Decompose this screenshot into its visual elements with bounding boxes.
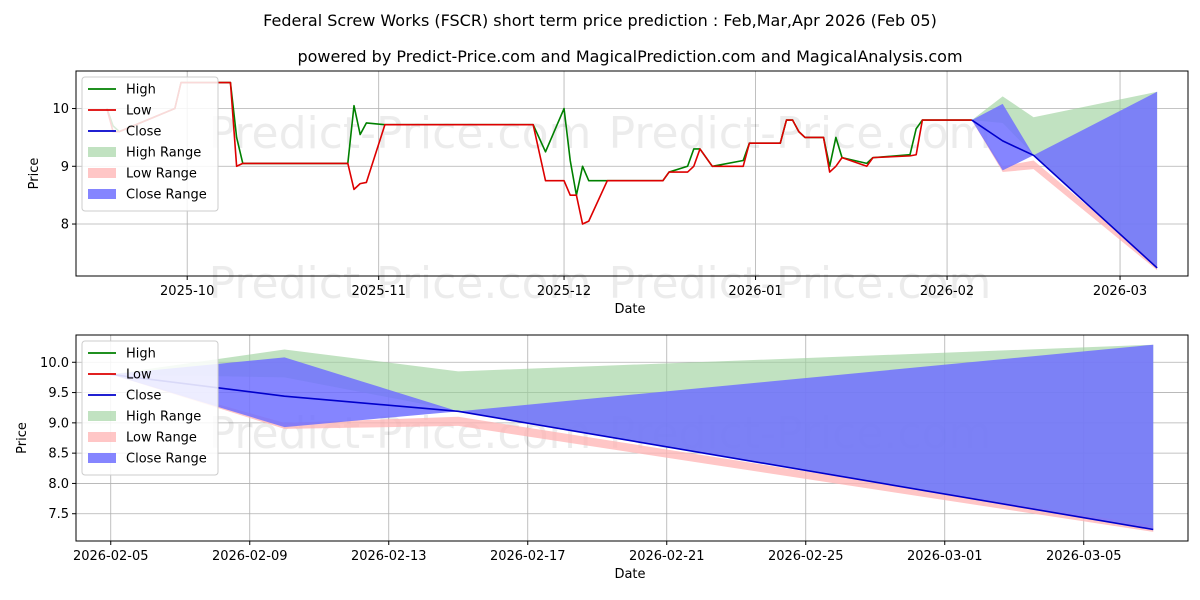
y-tick-label: 8.0 (48, 477, 69, 492)
legend-label-close: Close (126, 389, 161, 404)
legend-swatch-close-range (88, 453, 116, 463)
x-axis-label: Date (614, 567, 645, 582)
legend-label-high-range: High Range (126, 146, 201, 161)
x-tick-label: 2026-03-05 (1046, 549, 1122, 564)
plot-frame (75, 334, 1189, 542)
plot-frame (75, 70, 1189, 277)
x-tick-label: 2026-02-17 (490, 549, 566, 564)
legend-label-high-range: High Range (126, 410, 201, 425)
chart-title: Federal Screw Works (FSCR) short term pr… (263, 11, 937, 30)
plot-area (110, 344, 1154, 532)
x-tick-label: 2026-03 (1093, 284, 1147, 299)
x-axis-label: Date (614, 302, 645, 317)
legend-label-low: Low (126, 368, 152, 383)
y-tick-label: 10 (52, 102, 69, 117)
legend: High Low Close High Range Low Range Close Ran… (81, 76, 219, 212)
x-tick-label: 2026-02-25 (768, 549, 844, 564)
plot-area (106, 81, 1158, 271)
y-axis-label: Price (15, 422, 30, 454)
x-tick-label: 2026-02-09 (212, 549, 288, 564)
close-range-area (110, 344, 1154, 530)
x-tick-label: 2026-01 (728, 284, 782, 299)
watermark-text: Predict-Price.com (609, 258, 992, 309)
top-panel: 2025-10 2025-11 2025-12 2026-01 2026-02 2026-… (27, 70, 1189, 317)
x-tick-label: 2026-02-21 (629, 549, 705, 564)
legend-swatch-high-range (88, 411, 116, 421)
x-tick-label: 2025-11 (352, 284, 406, 299)
close-range-area (971, 91, 1158, 268)
legend-swatch-close-range (88, 189, 116, 199)
legend-swatch-high-range (88, 147, 116, 157)
legend-label-low-range: Low Range (126, 167, 197, 182)
x-tick-label: 2026-03-01 (907, 549, 983, 564)
y-axis-label: Price (27, 158, 42, 190)
legend-label-low: Low (126, 104, 152, 119)
legend-swatch-low-range (88, 168, 116, 178)
chart-subtitle: powered by Predict-Price.com and Magical… (297, 47, 962, 66)
legend: High Low Close High Range Low Range Close Ran… (81, 340, 219, 476)
y-tick-label: 8.5 (48, 447, 69, 462)
legend-label-close-range: Close Range (126, 452, 207, 467)
x-tick-label: 2025-10 (160, 284, 214, 299)
legend-label-close-range: Close Range (126, 188, 207, 203)
legend-label-high: High (126, 83, 156, 98)
bottom-panel: 2026-02-05 2026-02-09 2026-02-13 2026-02-17… (15, 334, 1189, 582)
y-tick-label: 8 (61, 218, 69, 233)
legend-swatch-low-range (88, 432, 116, 442)
legend-label-close: Close (126, 125, 161, 140)
watermark-text: Predict-Price.com (209, 108, 592, 159)
y-tick-label: 9.5 (48, 386, 69, 401)
x-tick-label: 2026-02 (920, 284, 974, 299)
legend-label-high: High (126, 347, 156, 362)
y-tick-label: 9.0 (48, 416, 69, 431)
low-line (106, 81, 972, 225)
x-tick-label: 2026-02-05 (73, 549, 149, 564)
y-tick-label: 10.0 (40, 356, 69, 371)
x-tick-label: 2025-12 (537, 284, 591, 299)
legend-label-low-range: Low Range (126, 431, 197, 446)
close-line (971, 119, 1158, 269)
y-tick-label: 9 (61, 160, 69, 175)
watermark-text: Predict-Price.com (209, 258, 592, 309)
x-tick-label: 2026-02-13 (351, 549, 427, 564)
y-tick-label: 7.5 (48, 507, 69, 522)
